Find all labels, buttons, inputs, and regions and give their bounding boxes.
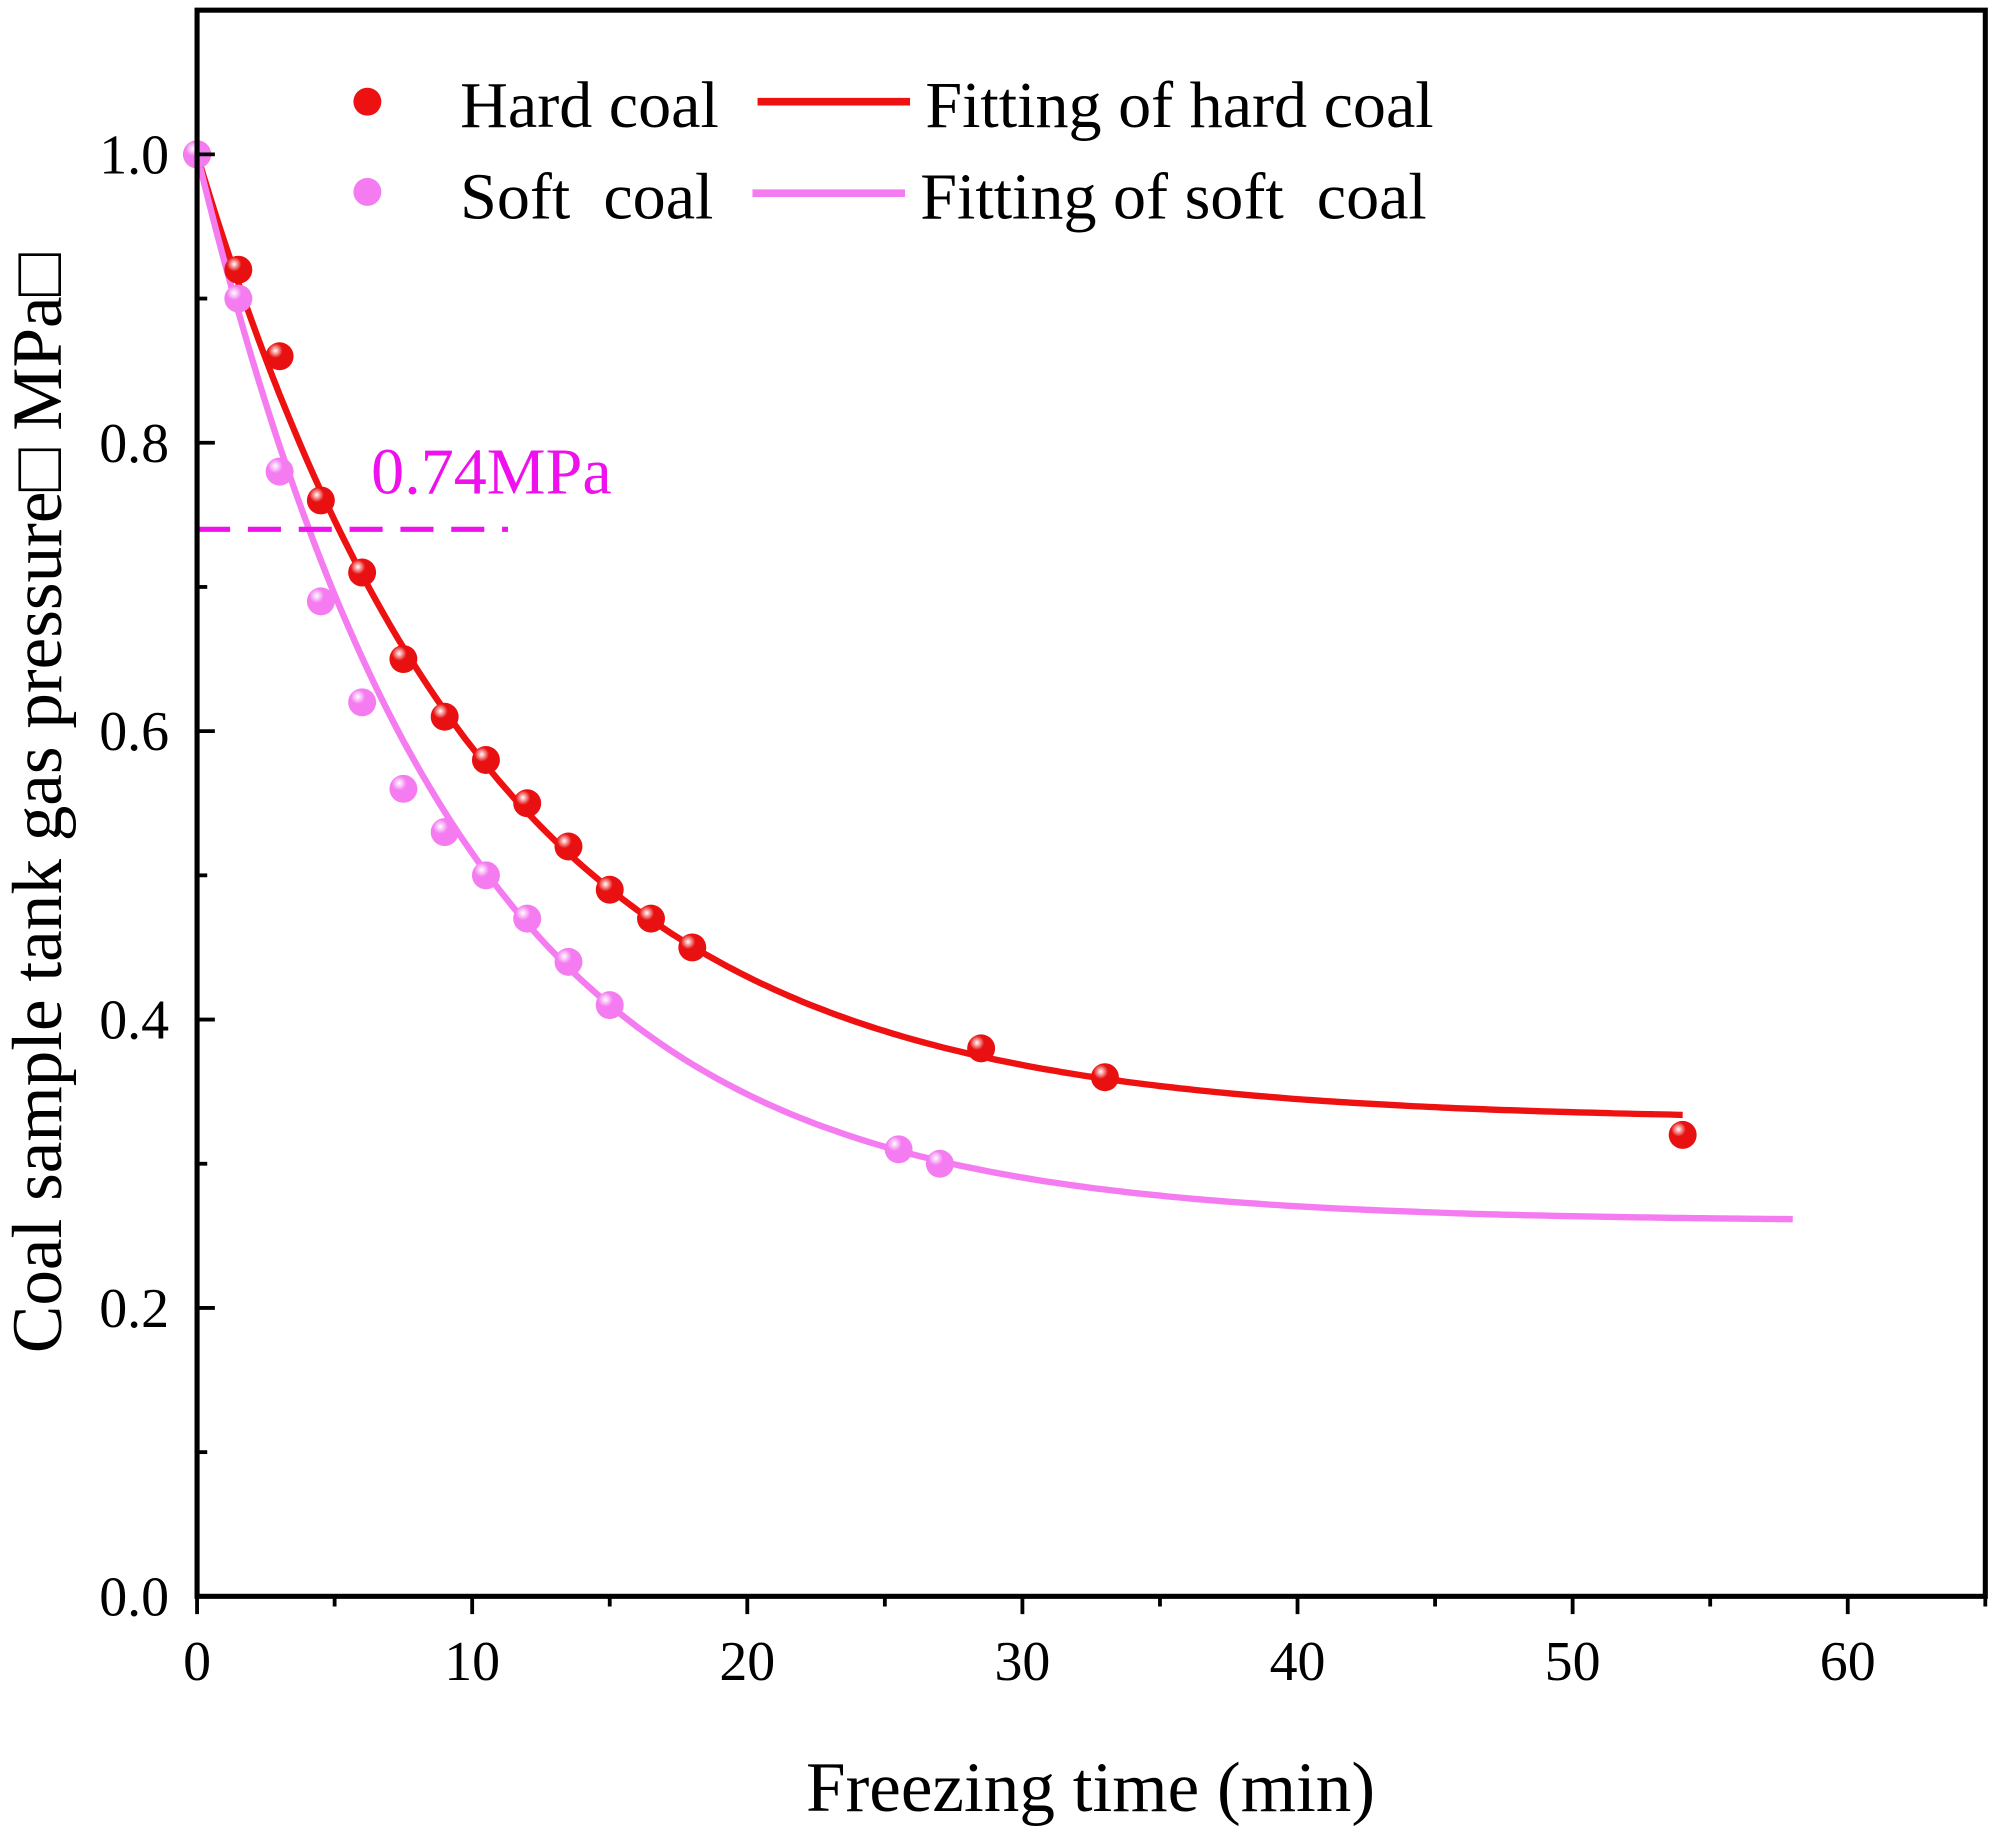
hard-coal-point bbox=[513, 789, 542, 818]
soft-coal-point bbox=[389, 774, 418, 803]
y-tick-label: 1.0 bbox=[99, 124, 169, 186]
legend-marker-hard-coal bbox=[353, 87, 382, 116]
hard-coal-point bbox=[224, 255, 253, 284]
soft-coal-point bbox=[554, 947, 583, 976]
soft-coal-point bbox=[513, 904, 542, 933]
y-tick-label: 0.0 bbox=[99, 1566, 169, 1628]
x-tick-label: 50 bbox=[1545, 1631, 1601, 1693]
hard-coal-point bbox=[637, 904, 665, 933]
hard-coal-fit-line bbox=[194, 153, 1683, 1119]
soft-coal-point bbox=[348, 688, 377, 717]
hard-coal-point bbox=[595, 875, 624, 904]
hard-coal-point bbox=[389, 645, 418, 674]
y-axis-label: Coal sample tank gas pressure□ MPa□ bbox=[0, 253, 77, 1353]
plot-area: 0.74MPa 0 10 20 30 40 50 60 0.0 0.2 0.4 0.6 0.8 1.0 bbox=[99, 7, 1988, 1693]
soft-coal-point bbox=[306, 587, 335, 616]
x-tick-label: 10 bbox=[444, 1631, 500, 1693]
axes-frame bbox=[194, 7, 1988, 1599]
soft-coal-point bbox=[471, 861, 500, 890]
hard-coal-point bbox=[265, 342, 294, 371]
hard-coal-point bbox=[306, 486, 335, 515]
legend-label-soft-coal: Soft coal bbox=[460, 161, 713, 234]
legend-label-soft-fit: Fitting of soft coal bbox=[920, 161, 1427, 234]
threshold-label: 0.74MPa bbox=[371, 436, 611, 509]
soft-coal-point bbox=[595, 991, 624, 1020]
y-tick-label: 0.8 bbox=[99, 413, 169, 475]
soft-coal-point bbox=[925, 1149, 954, 1178]
hard-coal-point bbox=[471, 746, 500, 774]
hard-coal-point bbox=[678, 933, 707, 962]
hard-coal-point bbox=[1090, 1063, 1119, 1092]
hard-coal-point bbox=[430, 702, 459, 731]
x-tick-label: 60 bbox=[1820, 1631, 1876, 1693]
soft-coal-point bbox=[265, 457, 294, 486]
y-tick-label: 0.6 bbox=[99, 701, 169, 763]
soft-coal-point bbox=[224, 284, 253, 313]
x-axis-label: Freezing time (min) bbox=[806, 1749, 1375, 1827]
x-tick-label: 30 bbox=[994, 1631, 1050, 1693]
legend-marker-soft-coal bbox=[353, 177, 382, 206]
x-tick-label: 40 bbox=[1270, 1631, 1326, 1693]
legend-label-hard-fit: Fitting of hard coal bbox=[925, 69, 1433, 142]
y-tick-label: 0.4 bbox=[99, 990, 169, 1052]
hard-coal-point bbox=[554, 832, 583, 861]
hard-coal-point bbox=[967, 1034, 996, 1063]
legend: Hard coal Fitting of hard coal Soft coal… bbox=[353, 69, 1434, 234]
x-tick-label: 20 bbox=[719, 1631, 775, 1693]
soft-coal-fit-line bbox=[193, 153, 1793, 1223]
hard-coal-point bbox=[1668, 1120, 1697, 1149]
soft-coal-point bbox=[430, 818, 459, 847]
legend-label-hard-coal: Hard coal bbox=[460, 69, 719, 142]
x-tick-label: 0 bbox=[183, 1631, 211, 1693]
soft-coal-point bbox=[884, 1135, 913, 1164]
hard-coal-point bbox=[348, 558, 377, 587]
y-tick-label: 0.2 bbox=[99, 1278, 169, 1340]
